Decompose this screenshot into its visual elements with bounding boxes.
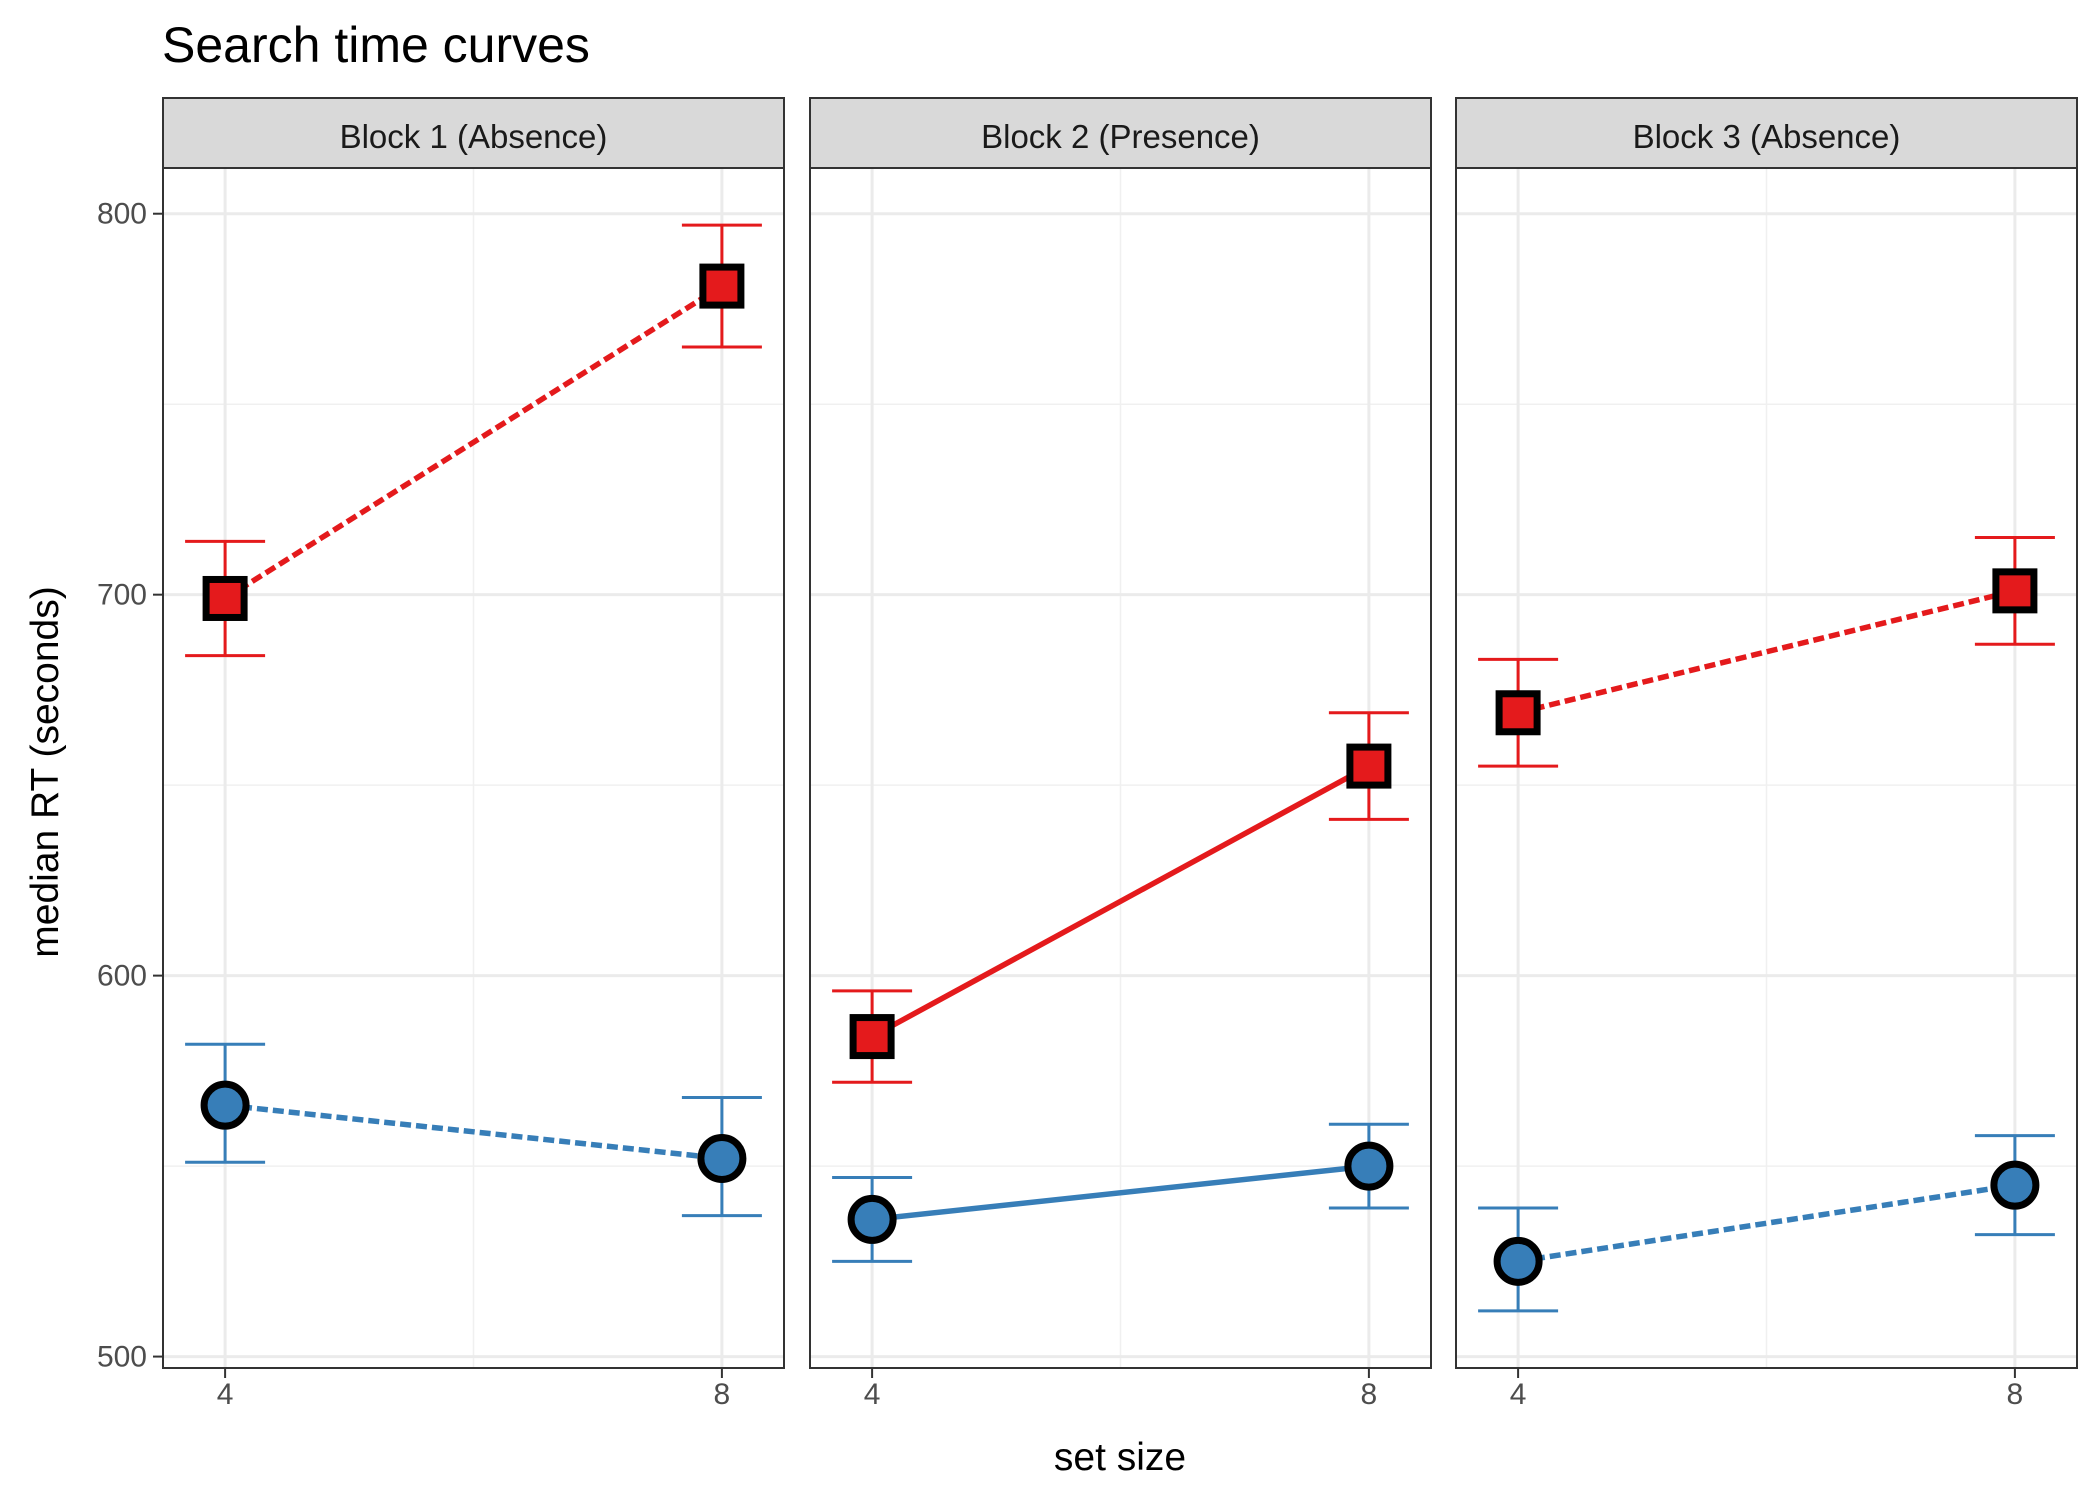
data-point-square bbox=[1495, 690, 1541, 736]
facet-strip-label: Block 2 (Presence) bbox=[981, 118, 1260, 155]
series-blue bbox=[185, 1042, 762, 1218]
data-point-circle bbox=[1493, 1236, 1543, 1286]
series-line-blue bbox=[871, 1163, 1370, 1223]
x-tick-label: 4 bbox=[217, 1378, 234, 1411]
facet-strip bbox=[1455, 97, 2078, 169]
facet-strip-label: Block 1 (Absence) bbox=[340, 118, 608, 155]
x-tick-label: 8 bbox=[714, 1378, 731, 1411]
data-point-circle bbox=[697, 1133, 747, 1183]
series-blue bbox=[1478, 1134, 2055, 1313]
series-line-red bbox=[870, 763, 1371, 1039]
chart-title: Search time curves bbox=[162, 17, 590, 73]
x-tick-label: 4 bbox=[864, 1378, 881, 1411]
facet-panel-3: Block 3 (Absence) 4 8 bbox=[1455, 97, 2078, 1411]
data-point-square bbox=[849, 1014, 895, 1060]
y-axis-title: median RT (seconds) bbox=[24, 586, 67, 957]
data-point-square bbox=[699, 263, 745, 309]
y-tick-label: 500 bbox=[97, 1341, 147, 1374]
facet-panels: Block 1 (Absence) 4 8 500 600 700 800 Block 2 (… bbox=[97, 97, 2078, 1411]
data-point-circle bbox=[200, 1080, 250, 1130]
x-tick-label: 8 bbox=[2007, 1378, 2024, 1411]
x-tick-label: 8 bbox=[1361, 1378, 1378, 1411]
data-point-circle bbox=[847, 1194, 897, 1244]
y-tick-label: 700 bbox=[97, 579, 147, 612]
series-red bbox=[185, 223, 762, 658]
facet-strip bbox=[162, 97, 785, 169]
data-point-circle bbox=[1344, 1141, 1394, 1191]
facet-panel-2: Block 2 (Presence) 4 8 bbox=[809, 97, 1432, 1411]
series-red bbox=[1478, 536, 2055, 768]
series-line-red bbox=[223, 283, 724, 601]
data-point-square bbox=[1346, 743, 1392, 789]
series-line-red bbox=[1517, 588, 2016, 716]
y-tick-label: 600 bbox=[97, 960, 147, 993]
data-point-square bbox=[1992, 568, 2038, 614]
data-point-square bbox=[202, 575, 248, 621]
series-red bbox=[832, 711, 1409, 1084]
series-line-blue bbox=[1517, 1182, 2016, 1265]
series-blue bbox=[832, 1122, 1409, 1263]
facet-strip-label: Block 3 (Absence) bbox=[1633, 118, 1901, 155]
x-tick-label: 4 bbox=[1510, 1378, 1527, 1411]
facet-strip bbox=[809, 97, 1432, 169]
y-tick-label: 800 bbox=[97, 198, 147, 231]
x-axis-title: set size bbox=[1054, 1436, 1186, 1479]
facet-panel-1: Block 1 (Absence) 4 8 500 600 700 800 bbox=[97, 97, 785, 1411]
series-line-blue bbox=[224, 1102, 723, 1162]
data-point-circle bbox=[1990, 1160, 2040, 1210]
